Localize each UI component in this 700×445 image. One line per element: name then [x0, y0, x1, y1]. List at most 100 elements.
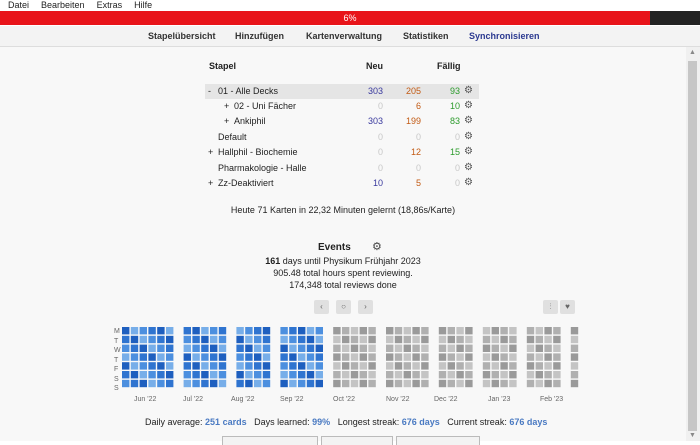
- heatmap-cell[interactable]: [254, 327, 262, 335]
- heatmap-cell[interactable]: [509, 344, 517, 352]
- heatmap-cell[interactable]: [553, 362, 561, 370]
- heatmap-cell[interactable]: [465, 344, 473, 352]
- deck-row[interactable]: + Ankiphil 303 199 83 ⚙: [205, 114, 479, 129]
- heatmap-cell[interactable]: [157, 327, 165, 335]
- heatmap-cell[interactable]: [306, 379, 315, 388]
- tab-browse[interactable]: Kartenverwaltung: [306, 31, 383, 41]
- heatmap-cell[interactable]: [210, 335, 218, 344]
- heatmap-cell[interactable]: [289, 379, 297, 388]
- heatmap-cell[interactable]: [192, 379, 200, 388]
- heatmap-cell[interactable]: [218, 371, 227, 379]
- heatmap-cell[interactable]: [553, 353, 561, 361]
- heatmap-cell[interactable]: [342, 362, 350, 370]
- heatmap-cell[interactable]: [166, 344, 174, 352]
- deck-options-gear-icon[interactable]: ⚙: [464, 162, 473, 173]
- heatmap-cell[interactable]: [315, 353, 323, 361]
- heatmap-cell[interactable]: [394, 362, 403, 370]
- heatmap-cell[interactable]: [447, 353, 455, 361]
- heatmap-cell[interactable]: [130, 379, 139, 388]
- heatmap-cell[interactable]: [342, 344, 350, 352]
- heatmap-cell[interactable]: [394, 379, 403, 388]
- heatmap-cell[interactable]: [465, 335, 473, 344]
- heatmap-cell[interactable]: [166, 371, 174, 379]
- heatmap-cell[interactable]: [350, 371, 359, 379]
- heatmap-cell[interactable]: [183, 327, 191, 335]
- heatmap-cell[interactable]: [183, 335, 191, 344]
- heatmap-cell[interactable]: [368, 379, 376, 388]
- heatmap-cell[interactable]: [456, 379, 464, 388]
- heatmap-cell[interactable]: [386, 379, 394, 388]
- heatmap-cell[interactable]: [500, 379, 508, 388]
- heatmap-cell[interactable]: [438, 362, 447, 370]
- heatmap-cell[interactable]: [298, 327, 306, 335]
- heatmap-cell[interactable]: [130, 353, 139, 361]
- heatmap-cell[interactable]: [342, 371, 350, 379]
- heatmap-cell[interactable]: [122, 353, 130, 361]
- heatmap-cell[interactable]: [245, 353, 253, 361]
- heatmap-cell[interactable]: [403, 327, 411, 335]
- heatmap-cell[interactable]: [359, 371, 367, 379]
- menu-help[interactable]: Hilfe: [134, 0, 153, 10]
- events-settings-gear-icon[interactable]: ⚙: [372, 241, 382, 253]
- heatmap-cell[interactable]: [412, 327, 420, 335]
- heatmap-cell[interactable]: [262, 327, 271, 335]
- heatmap-cell[interactable]: [412, 353, 420, 361]
- heatmap-cell[interactable]: [526, 344, 535, 352]
- heatmap-cell[interactable]: [570, 353, 579, 361]
- heatmap-cell[interactable]: [157, 344, 165, 352]
- heatmap-cell[interactable]: [342, 327, 350, 335]
- deck-name[interactable]: Pharmakologie - Halle: [218, 163, 307, 173]
- heatmap-cell[interactable]: [122, 327, 130, 335]
- deck-row[interactable]: - 01 - Alle Decks 303 205 93 ⚙: [205, 84, 479, 99]
- heatmap-cell[interactable]: [544, 335, 552, 344]
- heatmap-cell[interactable]: [157, 362, 165, 370]
- heatmap-cell[interactable]: [500, 327, 508, 335]
- menu-file[interactable]: Datei: [8, 0, 30, 10]
- heatmap-cell[interactable]: [509, 353, 517, 361]
- heatmap-cell[interactable]: [148, 362, 156, 370]
- heatmap-cell[interactable]: [289, 353, 297, 361]
- heatmap-cell[interactable]: [192, 371, 200, 379]
- deck-expander[interactable]: +: [224, 101, 230, 111]
- heatmap-cell[interactable]: [139, 335, 147, 344]
- heatmap-cell[interactable]: [368, 371, 376, 379]
- heatmap-cell[interactable]: [298, 335, 306, 344]
- heatmap-cell[interactable]: [412, 371, 420, 379]
- heatmap-cell[interactable]: [447, 344, 455, 352]
- heatmap-cell[interactable]: [491, 353, 499, 361]
- heatmap-cell[interactable]: [333, 379, 341, 388]
- heatmap-cell[interactable]: [342, 379, 350, 388]
- heatmap-cell[interactable]: [333, 344, 341, 352]
- heatmap-cell[interactable]: [447, 327, 455, 335]
- heatmap-cell[interactable]: [210, 371, 218, 379]
- heatmap-cell[interactable]: [509, 379, 517, 388]
- heatmap-cell[interactable]: [386, 362, 394, 370]
- heatmap-cell[interactable]: [139, 344, 147, 352]
- heatmap-cell[interactable]: [148, 327, 156, 335]
- heatmap-cell[interactable]: [201, 327, 209, 335]
- heatmap-cell[interactable]: [465, 362, 473, 370]
- heatmap-cell[interactable]: [412, 379, 420, 388]
- heatmap-cell[interactable]: [254, 353, 262, 361]
- heatmap-cell[interactable]: [350, 327, 359, 335]
- heatmap-cell[interactable]: [491, 371, 499, 379]
- heatmap-cell[interactable]: [465, 327, 473, 335]
- heatmap-cell[interactable]: [394, 327, 403, 335]
- heatmap-cell[interactable]: [333, 371, 341, 379]
- heatmap-cell[interactable]: [236, 327, 244, 335]
- heatmap-cell[interactable]: [421, 353, 429, 361]
- heatmap-cell[interactable]: [218, 344, 227, 352]
- heatmap-cell[interactable]: [183, 353, 191, 361]
- heatmap-cell[interactable]: [535, 371, 543, 379]
- heatmap-cell[interactable]: [526, 335, 535, 344]
- heatmap-cell[interactable]: [526, 362, 535, 370]
- heatmap-cell[interactable]: [403, 335, 411, 344]
- heatmap-cell[interactable]: [359, 362, 367, 370]
- heatmap-cell[interactable]: [465, 353, 473, 361]
- heatmap-cell[interactable]: [544, 327, 552, 335]
- heatmap-cell[interactable]: [403, 371, 411, 379]
- heatmap-cell[interactable]: [491, 379, 499, 388]
- heatmap-cell[interactable]: [421, 335, 429, 344]
- heatmap-cell[interactable]: [500, 344, 508, 352]
- heatmap-cell[interactable]: [544, 362, 552, 370]
